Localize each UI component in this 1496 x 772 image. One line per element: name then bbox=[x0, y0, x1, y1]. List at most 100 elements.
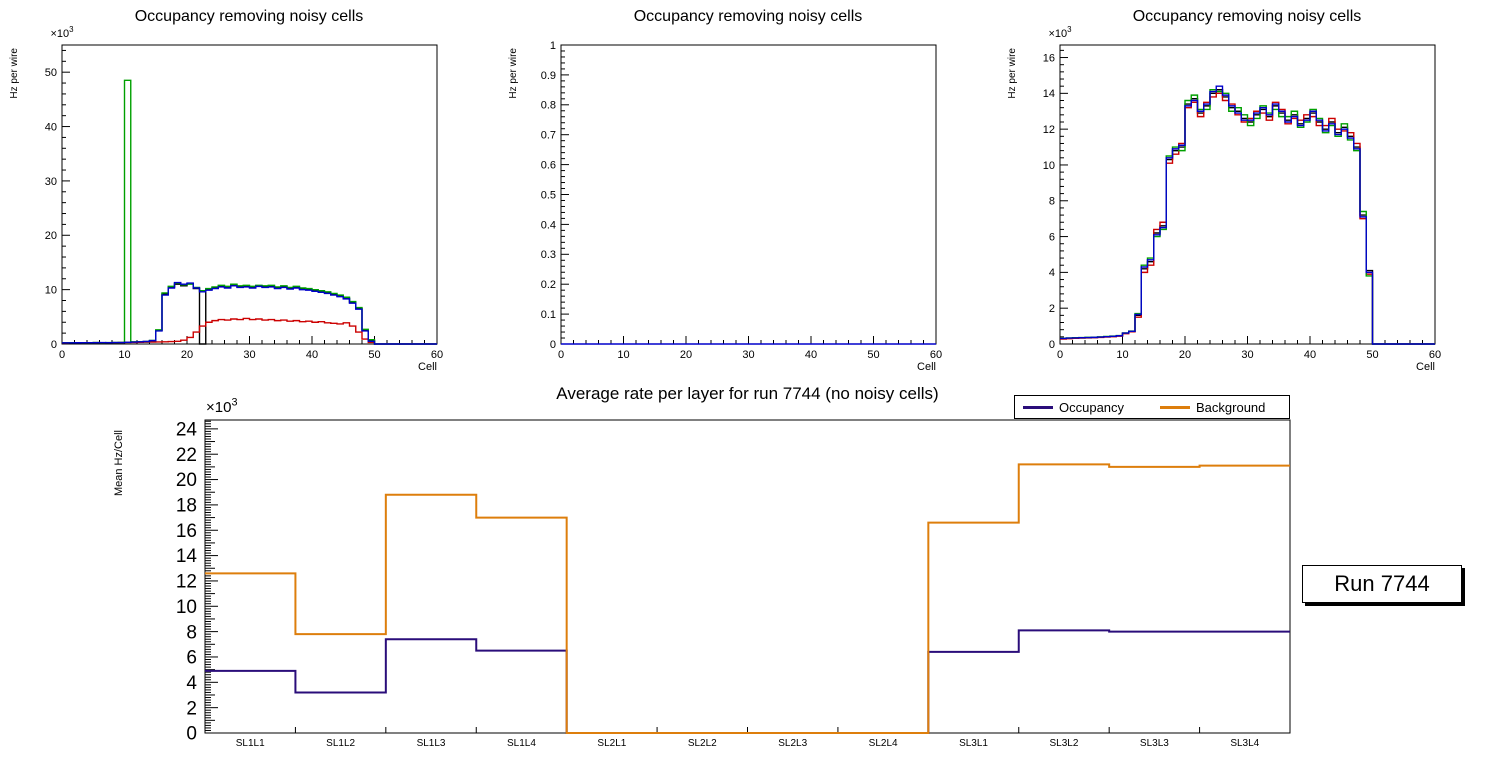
svg-text:60: 60 bbox=[431, 349, 443, 361]
plot-frame bbox=[1059, 44, 1436, 345]
svg-text:0.1: 0.1 bbox=[541, 309, 556, 321]
svg-text:18: 18 bbox=[176, 496, 197, 517]
svg-text:20: 20 bbox=[680, 349, 692, 361]
x-axis-title: Cell bbox=[917, 361, 936, 373]
axes: 00.10.20.30.40.50.60.70.80.910 10 20 30 40 50… bbox=[508, 40, 942, 373]
svg-text:30: 30 bbox=[243, 349, 255, 361]
svg-text:0: 0 bbox=[59, 349, 65, 361]
svg-text:0: 0 bbox=[1057, 349, 1063, 361]
svg-text:0.7: 0.7 bbox=[541, 130, 556, 142]
svg-text:8: 8 bbox=[186, 622, 197, 643]
svg-text:1: 1 bbox=[550, 40, 556, 52]
series-hist-black bbox=[1060, 89, 1435, 345]
series-Background bbox=[205, 463, 1290, 734]
svg-text:20: 20 bbox=[176, 470, 197, 491]
y-axis-title: Hz per wire bbox=[1007, 48, 1018, 99]
legend: Occupancy Background bbox=[1014, 395, 1290, 419]
series-hist-green bbox=[62, 79, 437, 345]
legend-entry-background: Background bbox=[1152, 400, 1289, 415]
svg-text:0.2: 0.2 bbox=[541, 279, 556, 291]
svg-text:4: 4 bbox=[186, 673, 197, 694]
x-axis-title: Cell bbox=[1416, 361, 1435, 373]
svg-text:6: 6 bbox=[1049, 231, 1055, 243]
series-hist-green bbox=[1060, 89, 1435, 345]
legend-entry-occupancy: Occupancy bbox=[1015, 400, 1152, 415]
svg-text:10: 10 bbox=[1116, 349, 1128, 361]
series-group bbox=[1060, 85, 1435, 345]
series-hist-blue bbox=[62, 281, 437, 345]
svg-text:0: 0 bbox=[550, 339, 556, 351]
panel-title: Occupancy removing noisy cells bbox=[1132, 8, 1362, 25]
svg-text:22: 22 bbox=[176, 445, 197, 466]
histogram-plot-middle: 00.10.20.30.40.50.60.70.80.910 10 20 30 40 50… bbox=[508, 40, 942, 373]
svg-text:60: 60 bbox=[1429, 349, 1441, 361]
y-axis-title: Mean Hz/Cell bbox=[113, 430, 125, 496]
svg-text:SL3L1: SL3L1 bbox=[959, 738, 988, 749]
svg-text:0: 0 bbox=[1049, 339, 1055, 351]
background-line-swatch bbox=[1160, 405, 1190, 409]
svg-text:SL1L3: SL1L3 bbox=[417, 738, 446, 749]
svg-text:SL2L4: SL2L4 bbox=[869, 738, 898, 749]
occupancy-line-swatch bbox=[1023, 405, 1053, 409]
svg-text:50: 50 bbox=[1366, 349, 1378, 361]
svg-text:0.3: 0.3 bbox=[541, 249, 556, 261]
run-label: Run 7744 bbox=[1302, 565, 1462, 603]
svg-text:20: 20 bbox=[45, 230, 57, 242]
svg-text:10: 10 bbox=[45, 284, 57, 296]
x-axis-title: Cell bbox=[418, 361, 437, 373]
svg-text:30: 30 bbox=[1241, 349, 1253, 361]
svg-text:SL1L2: SL1L2 bbox=[326, 738, 355, 749]
svg-text:0.6: 0.6 bbox=[541, 159, 556, 171]
legend-label-occupancy: Occupancy bbox=[1059, 399, 1125, 415]
svg-text:50: 50 bbox=[368, 349, 380, 361]
bottom-panel-title: Average rate per layer for run 7744 (no … bbox=[556, 384, 939, 403]
panel-title: Occupancy removing noisy cells bbox=[134, 8, 364, 25]
svg-text:14: 14 bbox=[1043, 88, 1055, 100]
svg-text:30: 30 bbox=[45, 176, 57, 188]
svg-text:0.9: 0.9 bbox=[541, 70, 556, 82]
occupancy-panel-middle: Occupancy removing noisy cells 0 0.1 0.2 0.… bbox=[499, 0, 997, 378]
svg-text:SL3L4: SL3L4 bbox=[1230, 738, 1259, 749]
series-group bbox=[62, 79, 437, 345]
svg-text:20: 20 bbox=[181, 349, 193, 361]
svg-text:12: 12 bbox=[1043, 124, 1055, 136]
svg-text:0: 0 bbox=[186, 724, 197, 745]
svg-text:20: 20 bbox=[1179, 349, 1191, 361]
svg-text:10: 10 bbox=[176, 597, 197, 618]
plot-frame bbox=[560, 44, 937, 345]
svg-text:40: 40 bbox=[306, 349, 318, 361]
svg-text:40: 40 bbox=[805, 349, 817, 361]
svg-text:4: 4 bbox=[1049, 267, 1055, 279]
svg-text:SL3L3: SL3L3 bbox=[1140, 738, 1169, 749]
svg-text:16: 16 bbox=[1043, 52, 1055, 64]
svg-text:SL3L2: SL3L2 bbox=[1049, 738, 1078, 749]
series-Occupancy bbox=[205, 629, 1290, 734]
svg-text:40: 40 bbox=[45, 121, 57, 133]
svg-text:0.4: 0.4 bbox=[541, 219, 556, 231]
svg-text:50: 50 bbox=[45, 67, 57, 79]
axis-exponent: ×103 bbox=[206, 396, 237, 416]
svg-text:10: 10 bbox=[617, 349, 629, 361]
axis-exponent: ×103 bbox=[50, 25, 74, 40]
y-axis-title: Hz per wire bbox=[9, 48, 20, 99]
svg-text:8: 8 bbox=[1049, 196, 1055, 208]
svg-text:14: 14 bbox=[176, 546, 198, 567]
average-rate-panel: 0 2 4 6 8 10 12 14 16 18 20 22 24 SL1L1 SL1L2 SL1L3 SL1L… bbox=[0, 378, 1496, 772]
svg-text:0: 0 bbox=[558, 349, 564, 361]
occupancy-panel-left: Occupancy removing noisy cells 0 10 20 30 40… bbox=[0, 0, 498, 378]
svg-text:10: 10 bbox=[118, 349, 130, 361]
svg-text:0.5: 0.5 bbox=[541, 189, 556, 201]
svg-text:12: 12 bbox=[176, 572, 197, 593]
svg-text:2: 2 bbox=[186, 698, 197, 719]
axis-exponent: ×103 bbox=[1048, 25, 1072, 40]
series-hist-red bbox=[1060, 92, 1435, 345]
svg-text:SL1L1: SL1L1 bbox=[236, 738, 265, 749]
occupancy-panel-right: Occupancy removing noisy cells 0 2 4 6 8 10 12… bbox=[998, 0, 1496, 378]
svg-text:50: 50 bbox=[867, 349, 879, 361]
svg-text:24: 24 bbox=[176, 420, 198, 441]
legend-label-background: Background bbox=[1196, 399, 1266, 415]
